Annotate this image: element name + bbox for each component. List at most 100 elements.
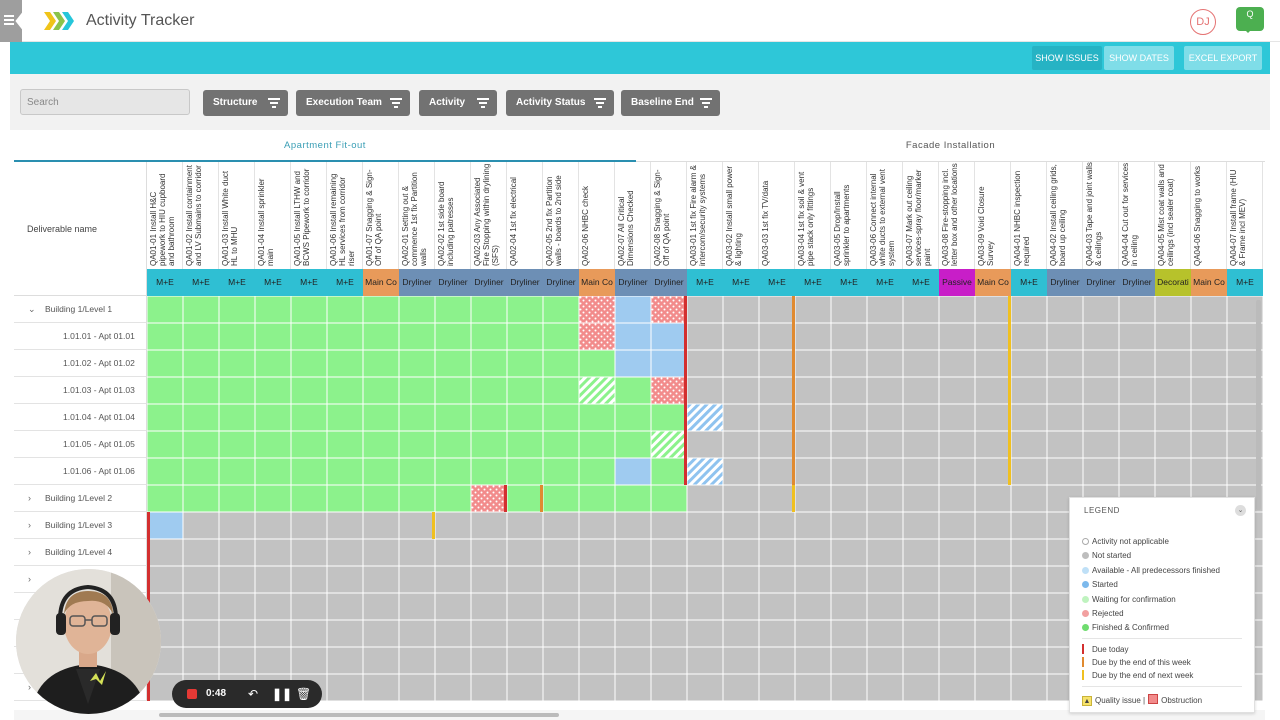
status-cell[interactable] (614, 565, 652, 594)
status-cell[interactable] (866, 322, 904, 351)
status-cell[interactable] (218, 457, 256, 486)
status-cell[interactable] (182, 296, 220, 324)
status-cell[interactable] (974, 322, 1012, 351)
status-cell[interactable] (1010, 403, 1048, 432)
status-cell[interactable] (182, 349, 220, 378)
status-cell[interactable] (974, 376, 1012, 405)
status-cell[interactable] (1190, 430, 1228, 459)
status-cell[interactable] (758, 376, 796, 405)
status-cell[interactable] (1082, 376, 1120, 405)
status-cell[interactable] (722, 484, 760, 513)
column-header[interactable]: QA04-01 NHBC inspection required (1011, 162, 1047, 269)
status-cell[interactable] (470, 592, 508, 621)
status-cell[interactable] (830, 565, 868, 594)
status-cell[interactable] (830, 592, 868, 621)
status-cell[interactable] (1154, 403, 1192, 432)
status-cell[interactable] (542, 565, 580, 594)
status-cell[interactable] (614, 619, 652, 648)
status-cell[interactable] (542, 673, 580, 702)
status-cell[interactable] (1010, 430, 1048, 459)
status-cell[interactable] (650, 565, 688, 594)
status-cell[interactable] (938, 322, 976, 351)
status-cell[interactable] (147, 565, 184, 594)
status-cell[interactable] (650, 484, 688, 513)
group-row[interactable]: › Building 1/Level 4 (14, 539, 147, 566)
status-cell[interactable] (506, 376, 544, 405)
status-cell[interactable] (542, 403, 580, 432)
status-cell[interactable] (434, 430, 472, 459)
user-avatar[interactable]: DJ (1190, 9, 1216, 35)
status-cell[interactable] (578, 376, 616, 405)
status-cell[interactable] (147, 430, 184, 459)
status-cell[interactable] (290, 296, 328, 324)
column-header[interactable]: QA03-09 Void Closure Survey (975, 162, 1011, 269)
status-cell[interactable] (830, 322, 868, 351)
status-cell[interactable] (614, 646, 652, 675)
status-cell[interactable] (650, 592, 688, 621)
tab-apartment-fit-out[interactable]: Apartment Fit-out (14, 132, 636, 162)
status-cell[interactable] (794, 619, 832, 648)
status-cell[interactable] (1190, 376, 1228, 405)
status-cell[interactable] (506, 619, 544, 648)
status-cell[interactable] (218, 646, 256, 675)
chevron-down-icon[interactable]: ⌄ (28, 304, 36, 314)
status-cell[interactable] (722, 538, 760, 567)
status-cell[interactable] (362, 592, 400, 621)
status-cell[interactable] (398, 673, 436, 702)
status-cell[interactable] (542, 619, 580, 648)
chat-icon[interactable]: Q (1236, 7, 1264, 33)
status-cell[interactable] (542, 457, 580, 486)
status-cell[interactable] (182, 457, 220, 486)
status-cell[interactable] (147, 349, 184, 378)
status-cell[interactable] (794, 322, 832, 351)
status-cell[interactable] (614, 538, 652, 567)
status-cell[interactable] (578, 619, 616, 648)
status-cell[interactable] (326, 403, 364, 432)
status-cell[interactable] (398, 592, 436, 621)
column-header[interactable]: QA02-04 1st fix electrical (507, 162, 543, 269)
status-cell[interactable] (1010, 511, 1048, 540)
status-cell[interactable] (794, 484, 832, 513)
chevron-right-icon[interactable]: › (28, 547, 31, 557)
status-cell[interactable] (1118, 349, 1156, 378)
status-cell[interactable] (182, 403, 220, 432)
status-cell[interactable] (866, 619, 904, 648)
status-cell[interactable] (902, 430, 940, 459)
status-cell[interactable] (506, 511, 544, 540)
status-cell[interactable] (650, 538, 688, 567)
status-cell[interactable] (974, 457, 1012, 486)
status-cell[interactable] (1154, 457, 1192, 486)
status-cell[interactable] (650, 403, 688, 432)
status-cell[interactable] (614, 511, 652, 540)
execution-team-filter-button[interactable]: Execution Team (296, 90, 410, 116)
status-cell[interactable] (398, 511, 436, 540)
status-cell[interactable] (542, 349, 580, 378)
status-cell[interactable] (290, 349, 328, 378)
status-cell[interactable] (938, 592, 976, 621)
status-cell[interactable] (722, 673, 760, 702)
status-cell[interactable] (866, 296, 904, 324)
status-cell[interactable] (722, 349, 760, 378)
search-input[interactable] (20, 89, 190, 115)
status-cell[interactable] (578, 511, 616, 540)
status-cell[interactable] (326, 322, 364, 351)
status-cell[interactable] (542, 430, 580, 459)
deliverable-row[interactable]: 1.01.04 - Apt 01.04 (14, 404, 147, 431)
status-cell[interactable] (578, 646, 616, 675)
status-cell[interactable] (938, 538, 976, 567)
status-cell[interactable] (758, 673, 796, 702)
status-cell[interactable] (794, 349, 832, 378)
column-header[interactable]: QA03-07 Mark out ceiling services-spray … (903, 162, 939, 269)
status-cell[interactable] (650, 376, 688, 405)
column-header[interactable]: QA02-06 NHBC check (579, 162, 615, 269)
column-header[interactable]: QA03-06 Connect internal white ducts to … (867, 162, 903, 269)
status-cell[interactable] (362, 457, 400, 486)
stop-recording-button[interactable] (187, 689, 197, 699)
status-cell[interactable] (938, 619, 976, 648)
status-cell[interactable] (686, 430, 724, 459)
status-cell[interactable] (938, 349, 976, 378)
status-cell[interactable] (902, 619, 940, 648)
status-cell[interactable] (686, 376, 724, 405)
status-cell[interactable] (218, 403, 256, 432)
status-cell[interactable] (218, 592, 256, 621)
